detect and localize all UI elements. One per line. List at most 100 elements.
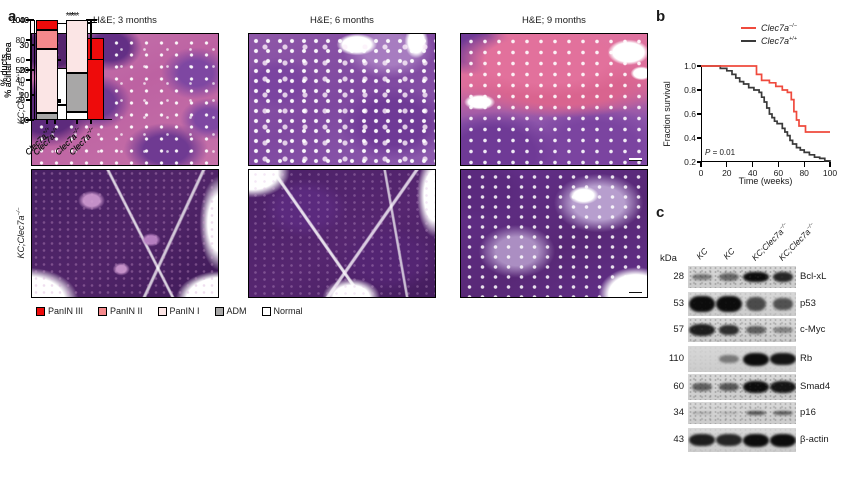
lane-label: KC [721, 246, 737, 262]
survival-curves [701, 65, 831, 162]
survival-x-tick-label: 60 [773, 168, 784, 178]
he-image-ko-6-months [248, 169, 436, 298]
blot-strip-smad4 [688, 374, 796, 400]
y-tick-label: 50 [15, 64, 25, 75]
blot-band [742, 271, 769, 283]
blot-band [769, 433, 796, 447]
legend-item: PanIN II [98, 306, 143, 316]
stack-segment-adm [36, 113, 58, 120]
survival-legend-text: Clec7a−/− [761, 23, 798, 33]
survival-y-tick [696, 137, 701, 139]
y-tick-label: 10 [19, 89, 29, 100]
y-tick-label: 30 [19, 39, 29, 50]
y-tick-label: 0 [20, 114, 25, 125]
blot-band [718, 411, 739, 415]
y-tick-label: 10 [19, 89, 29, 100]
lane-label: KC [694, 246, 710, 262]
he-image-ko-3-months [31, 169, 219, 298]
x-tick [76, 120, 78, 124]
p-value-rest: = 0.01 [710, 148, 736, 157]
survival-legend-text: Clec7a+/+ [761, 36, 798, 46]
survival-legend-item: Clec7a−/− [741, 23, 797, 33]
protein-label: p16 [800, 407, 816, 418]
y-tick-label: 100 [10, 14, 25, 25]
significance-stars: * [70, 11, 76, 22]
y-tick-label: 30 [19, 39, 29, 50]
survival-x-tick [777, 162, 779, 167]
protein-label: Smad4 [800, 381, 831, 392]
protein-label: Rb [800, 353, 813, 364]
y-tick [29, 69, 34, 71]
blot-strip-β-actin [688, 428, 796, 452]
survival-x-tick [700, 162, 702, 167]
protein-label: c-Myc [800, 324, 826, 335]
blot-band [745, 411, 766, 415]
chart-acinar-6mo: % acinar area010203040***Clec7a+/+Clec7a… [0, 11, 118, 487]
stack-segment-panin-ii [36, 30, 58, 49]
y-tick [25, 59, 30, 61]
blot-band [688, 433, 715, 447]
survival-plot-frame [701, 66, 830, 162]
panel-b-label: b [656, 8, 666, 25]
survival-p-value: P = 0.01 [705, 148, 735, 157]
stack-segment-panin-i [66, 20, 88, 73]
survival-curve [701, 65, 831, 162]
survival-y-tick-label: 0.6 [684, 108, 696, 119]
y-tick-label: 20 [19, 64, 29, 75]
blot-band [772, 411, 793, 415]
x-tick [46, 120, 48, 124]
legend-item: Normal [261, 306, 303, 316]
legend-swatch [98, 306, 108, 316]
y-tick-label: 30 [19, 39, 29, 50]
y-tick [25, 99, 30, 101]
survival-legend: Clec7a−/− Clec7a+/+ [741, 23, 797, 49]
panel-c-label: c [656, 204, 665, 221]
blot-band [742, 433, 769, 447]
kda-header: kDa [660, 253, 677, 264]
row-label-text: KC;Clec7a [16, 215, 26, 259]
y-tick [25, 69, 30, 71]
survival-x-tick [803, 162, 805, 167]
kda-value: 28 [673, 271, 684, 282]
survival-x-tick-label: 100 [822, 168, 838, 178]
stack-segment-panin-i [36, 49, 58, 113]
blot-strip-p16 [688, 402, 796, 424]
y-tick-label: 100 [10, 14, 25, 25]
blot-band [772, 297, 793, 311]
y-tick-label: 40 [19, 14, 29, 25]
legend-label: Normal [273, 306, 303, 316]
blot-band [772, 272, 793, 282]
blot-band [718, 354, 739, 364]
legend-item: PanIN III [36, 306, 83, 316]
y-tick [25, 19, 30, 21]
y-tick-label: 40 [19, 14, 29, 25]
blot-band [691, 411, 712, 415]
y-tick [29, 19, 34, 21]
blot-strip-bcl-xl [688, 266, 796, 288]
p-value-italic: P [705, 148, 711, 157]
survival-y-tick-label: 1.0 [684, 60, 696, 71]
kda-value: 34 [673, 407, 684, 418]
stack-segment-adm [66, 73, 88, 112]
survival-y-tick-label: 0.2 [684, 156, 696, 167]
stack-segment-normal [66, 112, 88, 120]
plot-frame [30, 20, 94, 120]
he-image-wt-6-months [248, 33, 436, 166]
blot-strip-c-myc [688, 318, 796, 342]
survival-x-tick-label: 0 [698, 168, 704, 178]
blot-band [691, 273, 712, 281]
survival-x-tick-label: 40 [747, 168, 758, 178]
y-tick-label: 60 [15, 54, 25, 65]
lane-label-text: KC [720, 245, 737, 262]
legend-item: ADM [214, 306, 247, 316]
protein-label: Bcl-xL [800, 271, 827, 282]
x-tick [54, 120, 56, 124]
survival-x-tick [726, 162, 728, 167]
survival-x-tick [752, 162, 754, 167]
y-tick-label: 20 [19, 64, 29, 75]
y-tick [25, 79, 30, 81]
y-tick-label: 10 [19, 89, 29, 100]
legend-swatch [157, 306, 167, 316]
y-tick-label: 50 [15, 64, 25, 75]
